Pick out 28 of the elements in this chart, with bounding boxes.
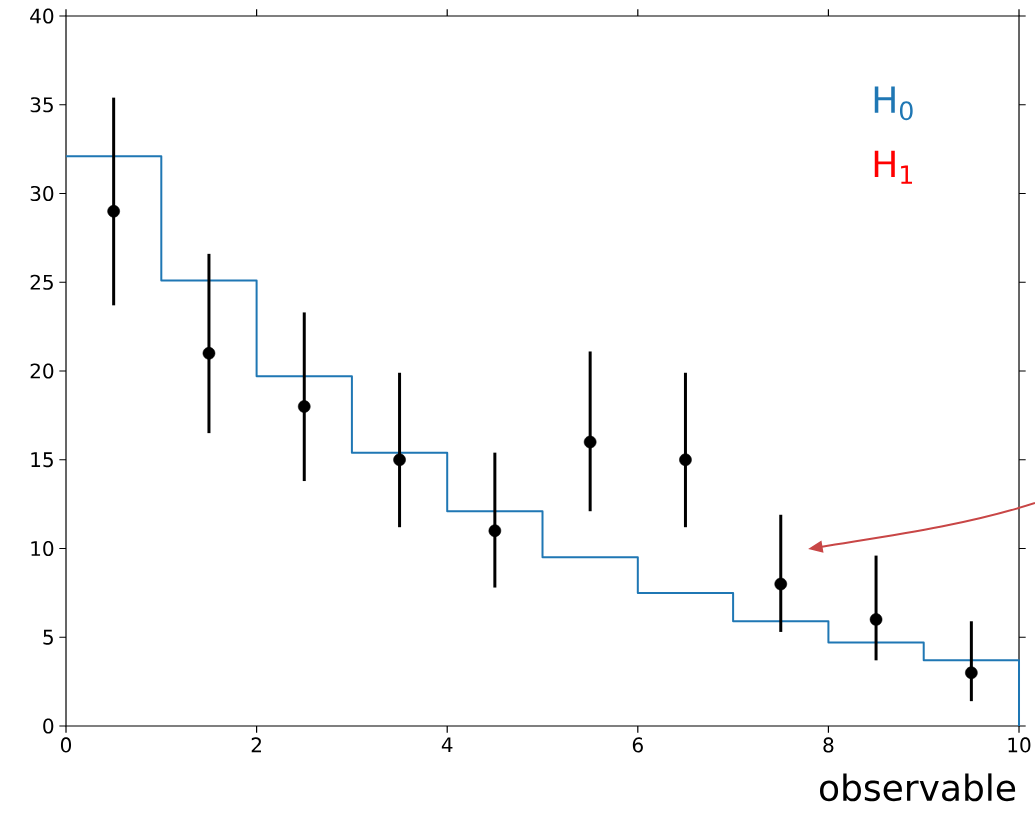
x-tick-label: 8 [823, 737, 834, 753]
text: H$_{0}$ [874, 86, 913, 121]
x-tick-label: 6 [632, 737, 643, 753]
point [965, 666, 978, 680]
y-tick-label: 15 [31, 452, 53, 468]
y-tick-label: 25 [30, 274, 53, 290]
point [679, 453, 692, 467]
point [107, 204, 120, 218]
annotation: H$_{1}$ [874, 150, 912, 184]
point [297, 400, 311, 413]
y-tick-label: 20 [30, 363, 54, 379]
point [202, 346, 216, 360]
y-tick-label: 35 [30, 97, 53, 113]
x-tick-label: 4 [441, 737, 453, 752]
point [393, 453, 406, 467]
y-tick-label: 40 [30, 8, 54, 24]
point [583, 435, 597, 449]
y-tick-label: 0 [43, 718, 54, 734]
x-tick-label: 0 [60, 737, 72, 753]
x-tick-label: 2 [251, 737, 261, 753]
y-tick-label: 10 [31, 540, 54, 557]
point [869, 613, 883, 626]
y-tick-label: 5 [43, 629, 53, 645]
x-axis-title: observable [820, 773, 1016, 802]
point [774, 577, 788, 591]
y-tick-label: 30 [30, 185, 54, 202]
x-tick-label: 10 [1008, 737, 1031, 753]
point [488, 524, 502, 538]
